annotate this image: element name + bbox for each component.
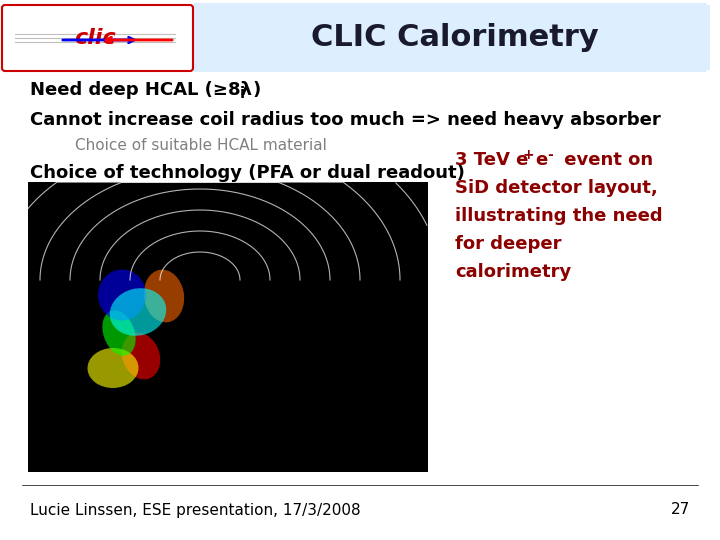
Ellipse shape xyxy=(109,288,166,336)
FancyBboxPatch shape xyxy=(193,3,707,72)
Text: ): ) xyxy=(252,81,260,99)
Bar xyxy=(28,182,428,472)
FancyBboxPatch shape xyxy=(2,5,193,71)
Text: illustrating the need: illustrating the need xyxy=(455,207,662,225)
Text: Cannot increase coil radius too much => need heavy absorber: Cannot increase coil radius too much => … xyxy=(30,111,661,129)
Text: Choice of suitable HCAL material: Choice of suitable HCAL material xyxy=(75,138,327,152)
Ellipse shape xyxy=(122,333,161,380)
Text: -: - xyxy=(547,148,553,162)
Text: i: i xyxy=(240,86,245,102)
Text: clic: clic xyxy=(74,28,116,48)
Text: 27: 27 xyxy=(671,503,690,517)
Text: 3 TeV e: 3 TeV e xyxy=(455,151,528,169)
Ellipse shape xyxy=(98,269,146,321)
Ellipse shape xyxy=(102,310,135,356)
Text: Choice of technology (PFA or dual readout): Choice of technology (PFA or dual readou… xyxy=(30,164,465,182)
Text: e: e xyxy=(535,151,547,169)
Text: CLIC Calorimetry: CLIC Calorimetry xyxy=(311,24,599,52)
Text: calorimetry: calorimetry xyxy=(455,263,571,281)
Text: SiD detector layout,: SiD detector layout, xyxy=(455,179,658,197)
Text: Need deep HCAL (≥8λ: Need deep HCAL (≥8λ xyxy=(30,81,252,99)
Text: event on: event on xyxy=(558,151,653,169)
Text: Lucie Linssen, ESE presentation, 17/3/2008: Lucie Linssen, ESE presentation, 17/3/20… xyxy=(30,503,361,517)
Bar xyxy=(195,5,710,70)
Text: for deeper: for deeper xyxy=(455,235,562,253)
Ellipse shape xyxy=(88,348,138,388)
Text: +: + xyxy=(523,148,535,162)
Ellipse shape xyxy=(144,269,184,322)
